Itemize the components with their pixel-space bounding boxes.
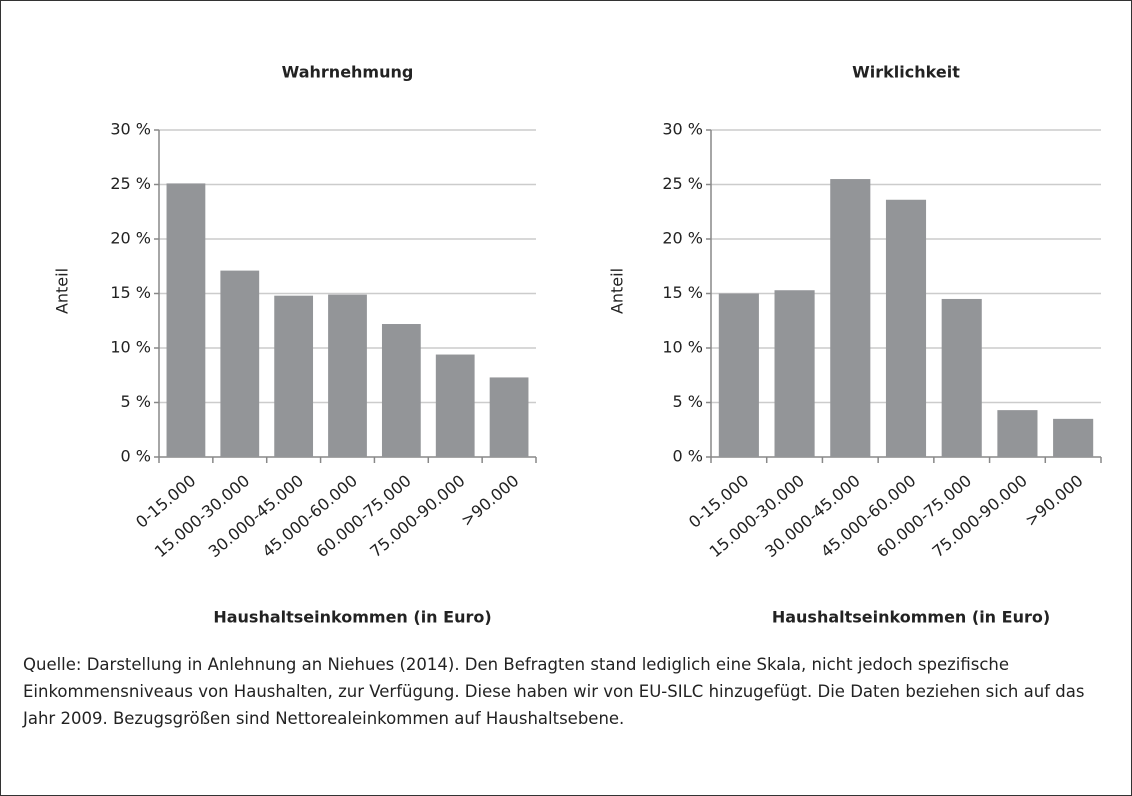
bar (885, 199, 927, 457)
x-tick-label: >90.000 (1021, 471, 1086, 530)
y-tick-label: 5 % (121, 392, 151, 411)
y-tick-label: 10 % (662, 338, 703, 357)
x-tick-label: 60.000-75.000 (312, 471, 414, 561)
x-tick-label: 15.000-30.000 (151, 471, 253, 561)
x-tick-label: 75.000-90.000 (928, 471, 1030, 561)
y-tick-label: 0 % (121, 447, 151, 466)
x-axis-label: Haushaltseinkommen (in Euro) (213, 608, 491, 627)
x-tick-label: 15.000-30.000 (706, 471, 808, 561)
y-tick-label: 25 % (110, 174, 151, 193)
y-axis-label: Anteil (53, 268, 72, 314)
bar (381, 324, 421, 457)
y-tick-label: 30 % (110, 120, 151, 139)
x-tick-label: 30.000-45.000 (761, 471, 863, 561)
charts: Wahrnehmung Anteil Haushaltseinkommen (in … (53, 63, 1102, 627)
y-tick-label: 15 % (662, 283, 703, 302)
y-tick-label: 20 % (662, 229, 703, 248)
bar (435, 354, 475, 457)
bar (997, 410, 1038, 457)
y-tick-label: 25 % (662, 174, 703, 193)
y-tick-label: 15 % (110, 283, 151, 302)
x-tick-label: 75.000-90.000 (366, 471, 468, 561)
y-tick-label: 0 % (673, 447, 703, 466)
x-tick-label: 30.000-45.000 (205, 471, 307, 561)
y-tick-label: 5 % (673, 392, 703, 411)
x-tick-label: 60.000-75.000 (873, 471, 975, 561)
x-tick-label: >90.000 (457, 471, 522, 530)
x-tick-label: 45.000-60.000 (817, 471, 919, 561)
bar (166, 183, 206, 457)
bar (489, 377, 529, 457)
bar (274, 295, 314, 457)
y-tick-label: 20 % (110, 229, 151, 248)
x-tick-label: 45.000-60.000 (259, 471, 361, 561)
caption: Quelle: Darstellung in Anlehnung an Nieh… (23, 655, 1085, 728)
bar (830, 179, 871, 458)
bar (220, 270, 260, 457)
bar (328, 294, 367, 457)
bar (718, 293, 759, 457)
y-tick-label: 30 % (662, 120, 703, 139)
bar (1053, 418, 1094, 457)
x-axis-label: Haushaltseinkommen (in Euro) (772, 608, 1050, 627)
chart-title: Wahrnehmung (282, 63, 414, 82)
chart-title: Wirklichkeit (852, 63, 960, 82)
y-tick-label: 10 % (110, 338, 151, 357)
bar (941, 298, 982, 457)
bar (774, 290, 815, 457)
y-axis-label: Anteil (608, 268, 627, 314)
